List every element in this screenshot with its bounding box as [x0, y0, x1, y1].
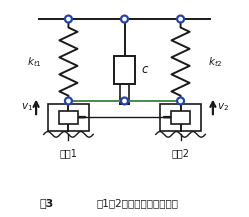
- Bar: [59, 111, 78, 124]
- Bar: [48, 104, 89, 131]
- Text: $k_{t2}$: $k_{t2}$: [208, 55, 222, 69]
- Text: $v_2$: $v_2$: [217, 102, 229, 113]
- Text: $k_{t1}$: $k_{t1}$: [27, 55, 41, 69]
- Circle shape: [123, 17, 126, 21]
- Text: $v_1$: $v_1$: [21, 102, 33, 113]
- Circle shape: [64, 97, 72, 105]
- Circle shape: [123, 99, 126, 103]
- Text: 车轮2: 车轮2: [172, 148, 189, 158]
- Circle shape: [177, 97, 185, 105]
- Text: $c$: $c$: [141, 63, 149, 76]
- Bar: [171, 111, 190, 124]
- Circle shape: [121, 15, 128, 23]
- Circle shape: [179, 99, 182, 103]
- Circle shape: [179, 17, 182, 21]
- Circle shape: [177, 15, 185, 23]
- Text: 车轮1: 车轮1: [60, 148, 77, 158]
- Circle shape: [67, 99, 70, 103]
- Text: 第1、2轴互联悬架物理模型: 第1、2轴互联悬架物理模型: [96, 198, 179, 208]
- Circle shape: [121, 97, 128, 105]
- Circle shape: [64, 15, 72, 23]
- Text: 图3: 图3: [40, 198, 54, 208]
- Bar: [160, 104, 201, 131]
- Bar: [114, 56, 135, 84]
- Circle shape: [67, 17, 70, 21]
